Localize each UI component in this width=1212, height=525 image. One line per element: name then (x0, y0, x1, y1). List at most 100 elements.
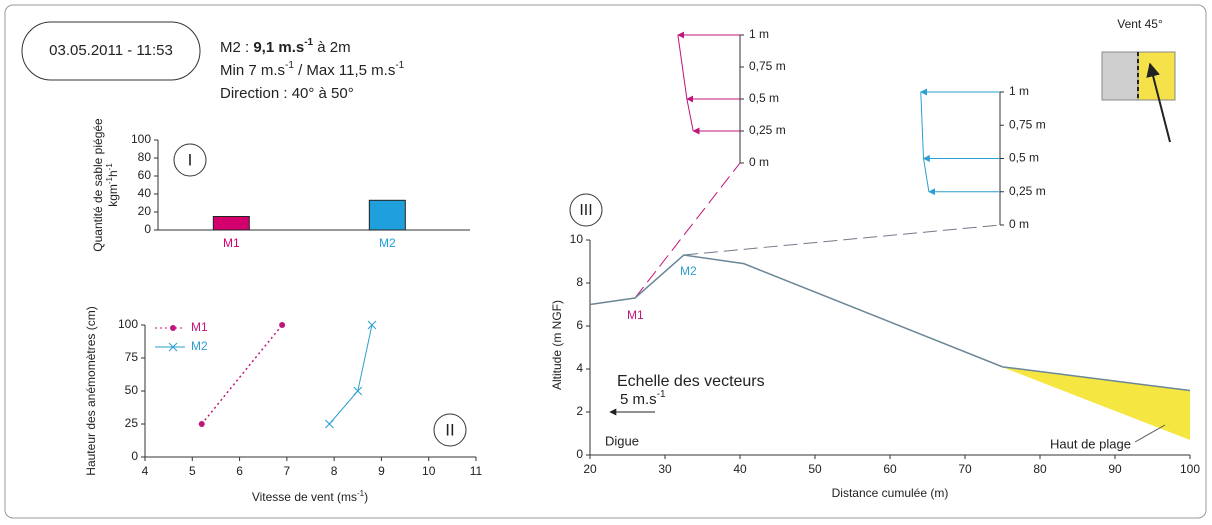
connector (683, 224, 1001, 256)
y-tick-label: 1 m (749, 27, 769, 41)
y-axis-unit: kgm-1h-1 (105, 163, 121, 207)
legend-marker (168, 342, 178, 352)
annotation: M2 (680, 264, 697, 278)
y-tick-label: 0 (131, 449, 138, 463)
annotation: M1 (627, 308, 644, 322)
y-tick-label: 40 (138, 186, 152, 200)
x-tick-label: 9 (378, 464, 385, 478)
y-tick-label: 0,75 m (1009, 117, 1046, 131)
connector (634, 162, 741, 299)
y-tick-label: 10 (570, 232, 584, 246)
y-tick-label: 80 (138, 150, 152, 164)
y-tick-label: 100 (118, 317, 138, 331)
y-tick-label: 75 (125, 350, 139, 364)
legend-marker (170, 325, 176, 331)
y-axis-label: Altitude (m NGF) (550, 300, 564, 390)
scale-title: Echelle des vecteurs (617, 373, 765, 390)
series-line (589, 254, 1191, 392)
y-tick-label: 0 (144, 222, 151, 236)
panel-label: III (579, 202, 592, 219)
x-tick-label: 4 (142, 464, 149, 478)
y-tick-label: 1 m (1009, 84, 1029, 98)
legend-label: M2 (191, 339, 208, 353)
y-axis-label: Hauteur des anémomètres (cm) (84, 306, 98, 475)
wind-label: Vent 45° (1117, 17, 1163, 31)
x-axis-label: Vitesse de vent (ms-1) (252, 489, 368, 505)
x-axis-label: Distance cumulée (m) (832, 486, 949, 500)
annotation: Digue (605, 433, 639, 448)
x-tick-label: 40 (733, 462, 747, 476)
text: 5 m.s (620, 391, 657, 408)
y-tick-label: 0 m (1009, 217, 1029, 231)
text: -1 (105, 163, 114, 171)
header-line: Min 7 m.s-1 / Max 11,5 m.s-1 (220, 60, 405, 79)
bar (368, 199, 406, 231)
vector-profile (920, 91, 930, 192)
wind-arrow (1146, 62, 1171, 143)
y-tick-label: 0,5 m (1009, 151, 1039, 165)
text: h (106, 170, 120, 177)
text: -1 (285, 60, 294, 71)
date-pill (21, 21, 201, 81)
y-tick-label: 6 (576, 318, 583, 332)
y-tick-label: 0,25 m (749, 123, 786, 137)
y-tick-label: 60 (138, 168, 152, 182)
text: 9,1 m.s (253, 39, 304, 56)
y-tick-label: 0 m (749, 155, 769, 169)
panel-label: II (445, 420, 454, 439)
point (367, 320, 377, 330)
x-tick-label: 7 (284, 464, 291, 478)
y-axis-label: Quantité de sable piégée (91, 118, 105, 252)
text: kgm (106, 184, 120, 207)
x-tick-label: 50 (808, 462, 822, 476)
header-line: Direction : 40° à 50° (220, 85, 354, 102)
point (325, 419, 334, 429)
y-tick-label: 0,75 m (749, 59, 786, 73)
y-tick-label: 2 (576, 404, 583, 418)
header-line: M2 : 9,1 m.s-1 à 2m (220, 37, 351, 56)
text: M2 : (220, 39, 253, 56)
annotation: Haut de plage (1050, 436, 1131, 451)
text: -1 (657, 389, 666, 400)
y-tick-label: 50 (125, 383, 139, 397)
x-tick-label: 80 (1033, 462, 1047, 476)
text: / Max 11,5 m.s (294, 62, 395, 79)
y-tick-label: 0,25 m (1009, 184, 1046, 198)
legend-label: M1 (191, 320, 208, 334)
x-tick-label: 100 (1180, 462, 1200, 476)
y-tick-label: 4 (576, 361, 583, 375)
panel-badge (569, 193, 603, 227)
wind-icon-land (1101, 51, 1139, 101)
panel-badge (433, 413, 467, 447)
point (279, 322, 286, 328)
series-line (329, 324, 373, 425)
y-tick-label: 25 (125, 416, 139, 430)
frame (4, 4, 1207, 519)
date: 03.05.2011 - 11:53 (49, 42, 173, 59)
text: -1 (105, 176, 114, 184)
text: à 2m (313, 39, 351, 56)
x-tick-label: 70 (958, 462, 972, 476)
text: Min 7 m.s (220, 62, 285, 79)
point (198, 421, 205, 427)
bar (212, 216, 250, 231)
x-tick-label: 8 (331, 464, 338, 478)
x-tick-label: 30 (658, 462, 672, 476)
x-tick-label: 10 (422, 464, 436, 478)
x-tick-label: M2 (379, 236, 396, 250)
x-tick-label: 60 (883, 462, 897, 476)
y-tick-label: 0,5 m (749, 91, 779, 105)
x-tick-label: 5 (189, 464, 196, 478)
scale-text: 5 m.s-1 (620, 389, 666, 408)
leader-line (1134, 424, 1166, 443)
y-tick-label: 0 (576, 447, 583, 461)
text: -1 (357, 489, 365, 498)
x-tick-label: 6 (236, 464, 243, 478)
x-tick-label: 90 (1108, 462, 1122, 476)
text: -1 (304, 37, 313, 48)
x-tick-label: 11 (470, 464, 483, 478)
y-tick-label: 20 (138, 204, 152, 218)
vector-profile (677, 34, 694, 132)
panel-badge (173, 143, 207, 177)
